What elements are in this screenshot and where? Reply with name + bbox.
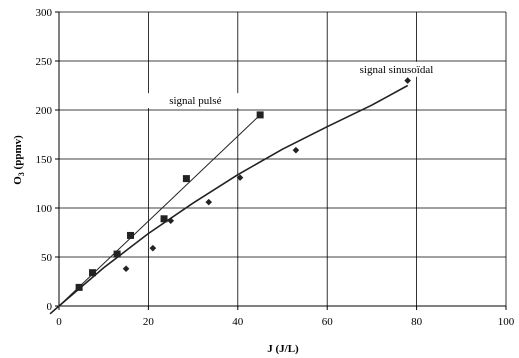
diamond-point — [149, 244, 157, 252]
annotations: signal pulsé signal sinusoïdal — [147, 61, 445, 109]
y-axis-title: O3 (ppmv) — [12, 135, 26, 185]
x-tick-label: 20 — [143, 316, 155, 328]
annotation-label-1-bg — [147, 93, 244, 109]
square-point — [182, 175, 190, 183]
x-tick-label: 0 — [56, 316, 62, 328]
y-tick-label: 50 — [41, 252, 53, 264]
diamond-point — [167, 217, 175, 225]
y-tick-label: 250 — [36, 56, 53, 68]
y-tick-label: 200 — [36, 105, 53, 117]
x-tick-label: 100 — [498, 316, 515, 328]
square-point — [127, 231, 135, 239]
diamond-point — [122, 265, 130, 273]
x-tick-label: 40 — [232, 316, 244, 328]
y-axis-title-main: O — [12, 176, 24, 185]
diamond-point — [292, 146, 300, 154]
annotation-label-2-bg — [348, 61, 445, 77]
annotation-label-1: signal pulsé — [169, 95, 221, 107]
tick-labels: 0 50 100 150 200 250 300 0 20 40 60 80 100 — [36, 7, 515, 328]
diamond-point — [236, 174, 244, 181]
square-point — [113, 250, 121, 258]
data-points — [75, 77, 411, 291]
axes — [55, 11, 507, 310]
square-point — [89, 269, 97, 277]
diamond-point — [404, 77, 411, 84]
y-tick-label: 0 — [47, 301, 53, 313]
y-tick-label: 300 — [36, 7, 53, 19]
fit-curve-series-2 — [49, 84, 409, 315]
diamond-point — [205, 198, 213, 206]
square-point — [75, 283, 83, 291]
fit-line-series-1 — [58, 114, 261, 307]
y-axis-title-sub: 3 — [17, 172, 26, 176]
fit-lines — [49, 84, 409, 315]
square-point — [256, 111, 264, 119]
y-tick-label: 100 — [36, 203, 53, 215]
y-tick-label: 150 — [36, 154, 53, 166]
annotation-label-2: signal sinusoïdal — [360, 64, 434, 76]
square-point — [160, 215, 168, 223]
x-tick-label: 60 — [322, 316, 334, 328]
grid-lines — [59, 11, 507, 306]
y-axis-title-rest: (ppmv) — [12, 135, 24, 172]
x-tick-label: 80 — [411, 316, 423, 328]
x-axis-title: J (J/L) — [267, 343, 299, 355]
